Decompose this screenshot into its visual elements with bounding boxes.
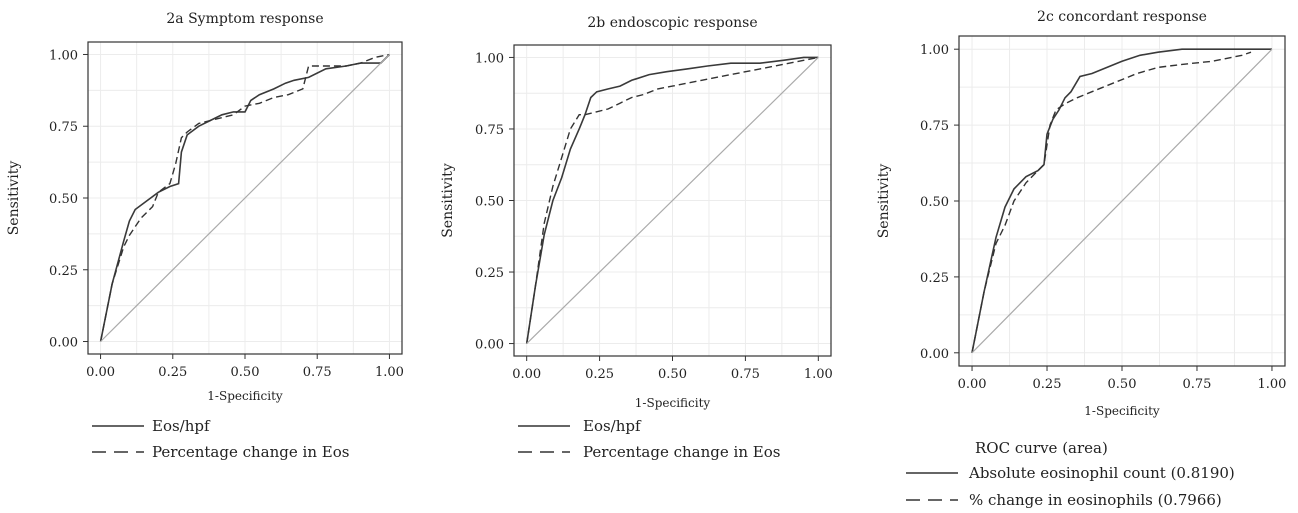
solid-curve (971, 48, 1272, 353)
axis-ticks: 0.00 0.00 0.25 0.25 0.50 0.50 0.75 0.75 1.00 1.00 (475, 51, 833, 382)
x-tick-label: 0.75 (303, 365, 332, 380)
y-tick-label: 0.25 (920, 271, 949, 286)
x-tick-label: 1.00 (804, 367, 833, 382)
grid (514, 45, 831, 356)
reference-diagonal (526, 56, 819, 345)
legend-label: Eos/hpf (152, 417, 211, 435)
y-axis-label: Sensitivity (6, 161, 22, 236)
axis-ticks: 0.00 0.00 0.25 0.25 0.50 0.50 0.75 0.75 1.00 1.00 (49, 48, 404, 380)
dashed-curve (971, 51, 1252, 353)
y-tick-label: 0.75 (49, 120, 78, 135)
x-tick-label: 1.00 (375, 365, 404, 380)
curves (525, 56, 819, 345)
solid-curve (525, 56, 819, 344)
roc-panel-symptom: 0.00 0.00 0.25 0.25 0.50 0.50 0.75 0.75 1.00 1.00… (6, 11, 404, 461)
legend-title: ROC curve (area) (975, 439, 1108, 457)
grid (959, 36, 1285, 366)
legend-label: % change in eosinophils (0.7966) (969, 491, 1222, 509)
x-tick-label: 0.50 (658, 367, 687, 382)
y-tick-label: 0.00 (49, 336, 78, 351)
x-tick-label: 0.00 (958, 377, 987, 392)
x-axis-label: 1-Specificity (207, 389, 283, 403)
panel-title: 2b endoscopic response (587, 15, 757, 31)
x-tick-label: 1.00 (1257, 377, 1286, 392)
x-tick-label: 0.50 (1108, 377, 1137, 392)
x-tick-label: 0.25 (585, 367, 614, 382)
dashed-curve (99, 53, 390, 342)
y-tick-label: 0.25 (49, 264, 78, 279)
y-tick-label: 1.00 (920, 43, 949, 58)
y-tick-label: 0.00 (475, 338, 504, 353)
reference-diagonal (971, 48, 1273, 354)
x-tick-label: 0.25 (158, 365, 187, 380)
y-axis-label: Sensitivity (440, 163, 456, 238)
x-axis-label: 1-Specificity (635, 396, 711, 410)
y-tick-label: 0.50 (475, 195, 504, 210)
y-tick-label: 0.75 (475, 123, 504, 138)
y-tick-label: 0.50 (920, 195, 949, 210)
dashed-curve (526, 56, 819, 344)
x-tick-label: 0.75 (1183, 377, 1212, 392)
y-tick-label: 0.50 (49, 192, 78, 207)
panel-title: 2a Symptom response (166, 11, 323, 27)
legend: Eos/hpf Percentage change in Eos (92, 417, 349, 461)
y-tick-label: 1.00 (475, 51, 504, 66)
reference-diagonal (100, 54, 390, 342)
y-axis-label: Sensitivity (876, 164, 892, 239)
x-tick-label: 0.00 (86, 365, 115, 380)
solid-curve (99, 53, 390, 342)
legend: ROC curve (area) Absolute eosinophil coun… (906, 439, 1235, 509)
legend-label: Percentage change in Eos (152, 443, 349, 461)
legend-label: Percentage change in Eos (583, 443, 780, 461)
legend: Eos/hpf Percentage change in Eos (518, 417, 780, 461)
roc-panel-concordant: 0.00 0.00 0.25 0.25 0.50 0.50 0.75 0.75 1.00 1.00… (876, 9, 1286, 509)
legend-label: Absolute eosinophil count (0.8190) (968, 464, 1235, 482)
x-axis-label: 1-Specificity (1084, 404, 1160, 418)
roc-panel-endoscopic: 0.00 0.00 0.25 0.25 0.50 0.50 0.75 0.75 1.00 1.00… (440, 15, 833, 461)
x-tick-label: 0.00 (512, 367, 541, 382)
axis-ticks: 0.00 0.00 0.25 0.25 0.50 0.50 0.75 0.75 1.00 1.00 (920, 43, 1286, 392)
y-tick-label: 0.75 (920, 119, 949, 134)
legend-label: Eos/hpf (583, 417, 642, 435)
y-tick-label: 1.00 (49, 48, 78, 63)
x-tick-label: 0.50 (231, 365, 260, 380)
x-tick-label: 0.25 (1033, 377, 1062, 392)
y-tick-label: 0.00 (920, 347, 949, 362)
panel-title: 2c concordant response (1037, 9, 1207, 25)
x-tick-label: 0.75 (731, 367, 760, 382)
y-tick-label: 0.25 (475, 266, 504, 281)
curves (971, 48, 1273, 354)
curves (99, 53, 390, 342)
